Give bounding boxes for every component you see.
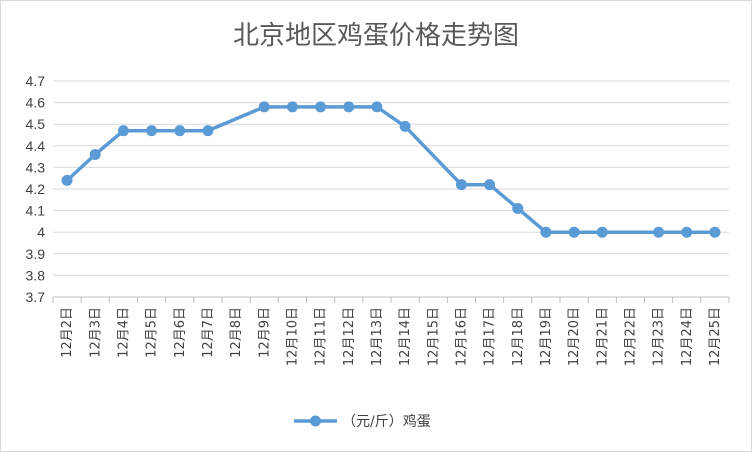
x-tick-label: 12月17日 bbox=[483, 307, 498, 366]
y-tick-label: 3.7 bbox=[26, 289, 46, 305]
y-tick-label: 4.2 bbox=[26, 181, 46, 197]
legend-marker-swatch bbox=[310, 415, 321, 427]
x-tick-label: 12月5日 bbox=[145, 307, 160, 358]
y-tick-label: 3.9 bbox=[26, 246, 46, 262]
y-tick-label: 3.8 bbox=[26, 267, 46, 283]
y-tick-label: 4.4 bbox=[26, 138, 46, 154]
y-tick-label: 4.6 bbox=[26, 95, 46, 111]
data-point bbox=[146, 125, 158, 137]
data-point bbox=[315, 101, 327, 113]
data-point bbox=[540, 226, 552, 238]
x-tick-label: 12月24日 bbox=[680, 307, 695, 366]
y-tick-label: 4.3 bbox=[26, 159, 46, 175]
data-point bbox=[596, 226, 608, 238]
data-point bbox=[568, 226, 580, 238]
legend-series-label: （元/斤）鸡蛋 bbox=[342, 413, 431, 430]
data-point bbox=[512, 202, 524, 214]
data-point bbox=[371, 101, 383, 113]
x-tick-label: 12月16日 bbox=[454, 307, 469, 366]
x-tick-label: 12月23日 bbox=[652, 307, 667, 366]
data-point bbox=[202, 125, 214, 137]
data-point bbox=[399, 120, 411, 132]
x-tick-label: 12月12日 bbox=[342, 307, 357, 366]
data-point bbox=[258, 101, 270, 113]
x-tick-label: 12月4日 bbox=[116, 307, 131, 358]
data-point bbox=[709, 226, 721, 238]
data-point bbox=[343, 101, 355, 113]
data-point bbox=[174, 125, 186, 137]
x-axis-ticks: 12月2日 12月3日 12月4日 12月5日 12月6日 12月7日 12月8日 12月9日… bbox=[60, 307, 723, 366]
series-layer bbox=[61, 101, 721, 238]
y-tick-label: 4.7 bbox=[26, 73, 46, 89]
x-tick-label: 12月25日 bbox=[708, 307, 723, 366]
y-tick-label: 4.5 bbox=[26, 116, 46, 132]
x-tick-label: 12月11日 bbox=[314, 307, 329, 366]
data-point bbox=[653, 226, 665, 238]
grid-lines bbox=[52, 80, 730, 303]
x-tick-label: 12月8日 bbox=[229, 307, 244, 358]
series-line bbox=[65, 105, 717, 234]
x-tick-label: 12月20日 bbox=[567, 307, 582, 366]
x-tick-label: 12月6日 bbox=[173, 307, 188, 358]
data-point bbox=[89, 148, 101, 160]
x-tick-label: 12月18日 bbox=[511, 307, 526, 366]
x-tick-label: 12月3日 bbox=[88, 307, 103, 358]
x-tick-label: 12月21日 bbox=[595, 307, 610, 366]
data-point bbox=[286, 101, 298, 113]
x-tick-label: 12月13日 bbox=[370, 307, 385, 366]
chart-title: 北京地区鸡蛋价格走势图 bbox=[233, 21, 519, 51]
data-point bbox=[117, 125, 129, 137]
x-tick-label: 12月19日 bbox=[539, 307, 554, 366]
x-tick-label: 12月7日 bbox=[201, 307, 216, 358]
x-tick-label: 12月22日 bbox=[623, 307, 638, 366]
x-tick-label: 12月15日 bbox=[426, 307, 441, 366]
data-point bbox=[61, 174, 73, 186]
data-point bbox=[681, 226, 693, 238]
x-tick-label: 12月9日 bbox=[257, 307, 272, 358]
x-tick-label: 12月2日 bbox=[60, 307, 75, 358]
data-point bbox=[455, 179, 467, 191]
x-tick-label: 12月14日 bbox=[398, 307, 413, 366]
y-tick-label: 4 bbox=[37, 224, 45, 240]
y-tick-label: 4.1 bbox=[26, 203, 46, 219]
data-point bbox=[484, 179, 496, 191]
legend: （元/斤）鸡蛋 bbox=[294, 413, 431, 430]
x-tick-label: 12月10日 bbox=[285, 307, 300, 366]
y-axis-ticks: 4.7 4.6 4.5 4.4 4.3 4.2 4.1 4 3.9 3.8 3.7 bbox=[26, 73, 46, 305]
